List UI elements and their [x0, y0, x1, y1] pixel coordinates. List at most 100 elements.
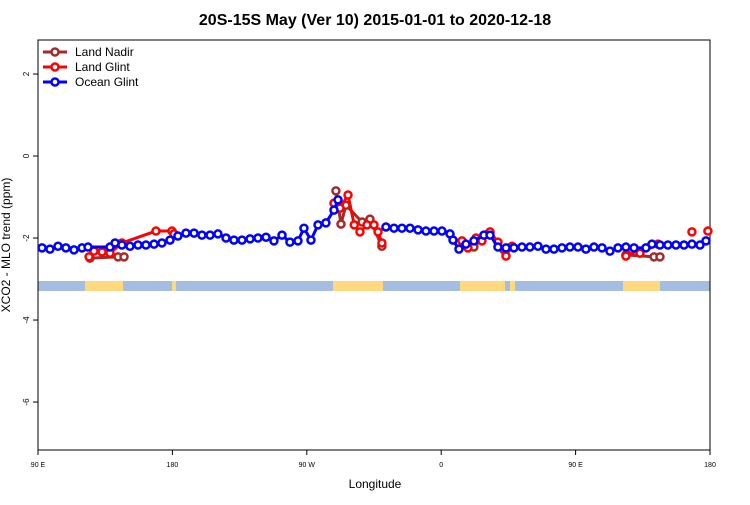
data-point — [373, 227, 383, 237]
data-point — [565, 242, 575, 252]
data-point — [336, 219, 346, 229]
data-point — [413, 225, 423, 235]
x-tick-label: 180 — [167, 462, 179, 469]
data-point — [299, 223, 309, 233]
data-point — [493, 242, 503, 252]
data-point — [687, 227, 697, 237]
data-point — [485, 230, 495, 240]
data-point — [397, 223, 407, 233]
x-tick-label: 0 — [439, 462, 443, 469]
data-point — [369, 220, 379, 230]
data-point — [647, 239, 657, 249]
data-point — [469, 236, 479, 246]
data-point — [53, 241, 63, 251]
data-point — [517, 242, 527, 252]
data-point — [629, 243, 639, 253]
data-point — [581, 244, 591, 254]
data-point — [541, 244, 551, 254]
legend-label: Ocean Glint — [75, 75, 139, 89]
legend-marker — [50, 77, 60, 87]
data-point — [448, 235, 458, 245]
land-sea-strip — [38, 281, 710, 291]
data-point — [429, 226, 439, 236]
data-point — [237, 235, 247, 245]
y-axis-label: XCO2 - MLO trend (ppm) — [0, 178, 13, 313]
data-point — [84, 252, 94, 262]
series — [37, 195, 711, 256]
data-point — [125, 241, 135, 251]
data-point — [621, 242, 631, 252]
data-point — [197, 230, 207, 240]
legend-label: Land Nadir — [75, 45, 134, 59]
data-point — [261, 232, 271, 242]
data-point — [173, 231, 183, 241]
data-point — [37, 243, 47, 253]
data-point — [501, 251, 511, 261]
y-tick-label: 2 — [22, 71, 31, 76]
data-point — [533, 241, 543, 251]
data-point — [621, 251, 631, 261]
data-point — [509, 243, 519, 253]
data-point — [149, 239, 159, 249]
x-tick-label: 90 W — [299, 462, 316, 469]
data-point — [589, 242, 599, 252]
data-point — [679, 240, 689, 250]
data-point — [141, 240, 151, 250]
data-point — [461, 239, 471, 249]
data-point — [655, 252, 665, 262]
data-point — [151, 226, 161, 236]
data-point — [293, 236, 303, 246]
data-point — [355, 227, 365, 237]
data-point — [181, 228, 191, 238]
data-point — [205, 230, 215, 240]
data-point — [389, 223, 399, 233]
data-point — [45, 244, 55, 254]
data-point — [117, 240, 127, 250]
data-point — [377, 238, 387, 248]
data-point — [229, 235, 239, 245]
data-point — [61, 243, 71, 253]
legend-marker — [50, 62, 60, 72]
data-point — [437, 226, 447, 236]
data-point — [221, 233, 231, 243]
x-axis-label: Longitude — [349, 477, 402, 491]
data-point — [501, 243, 511, 253]
data-point — [454, 244, 464, 254]
y-tick-label: -2 — [22, 234, 31, 242]
data-point — [557, 243, 567, 253]
land-band — [623, 281, 660, 291]
data-point — [687, 239, 697, 249]
data-point — [306, 235, 316, 245]
data-point — [329, 205, 339, 215]
data-point — [321, 218, 331, 228]
data-point — [695, 240, 705, 250]
data-point — [285, 237, 295, 247]
x-tick-label: 90 E — [31, 462, 46, 469]
data-point — [703, 226, 713, 236]
legend-marker — [50, 47, 60, 57]
data-point — [605, 246, 615, 256]
data-point — [119, 252, 129, 262]
data-point — [165, 235, 175, 245]
legend-label: Land Glint — [75, 60, 130, 74]
data-point — [573, 242, 583, 252]
data-point — [405, 223, 415, 233]
y-tick-label: -4 — [22, 316, 31, 324]
land-band — [333, 281, 383, 291]
x-tick-label: 180 — [704, 462, 716, 469]
data-point — [663, 240, 673, 250]
data-point — [525, 242, 535, 252]
data-point — [331, 186, 341, 196]
data-point — [133, 240, 143, 250]
land-band — [85, 281, 123, 291]
data-point — [597, 243, 607, 253]
data-point — [277, 230, 287, 240]
x-tick-label: 90 E — [568, 462, 583, 469]
data-point — [549, 244, 559, 254]
y-tick-label: -6 — [22, 398, 31, 406]
chart-title: 20S-15S May (Ver 10) 2015-01-01 to 2020-… — [199, 12, 551, 29]
data-point — [421, 226, 431, 236]
data-point — [97, 247, 107, 257]
y-tick-label: 0 — [22, 153, 31, 158]
